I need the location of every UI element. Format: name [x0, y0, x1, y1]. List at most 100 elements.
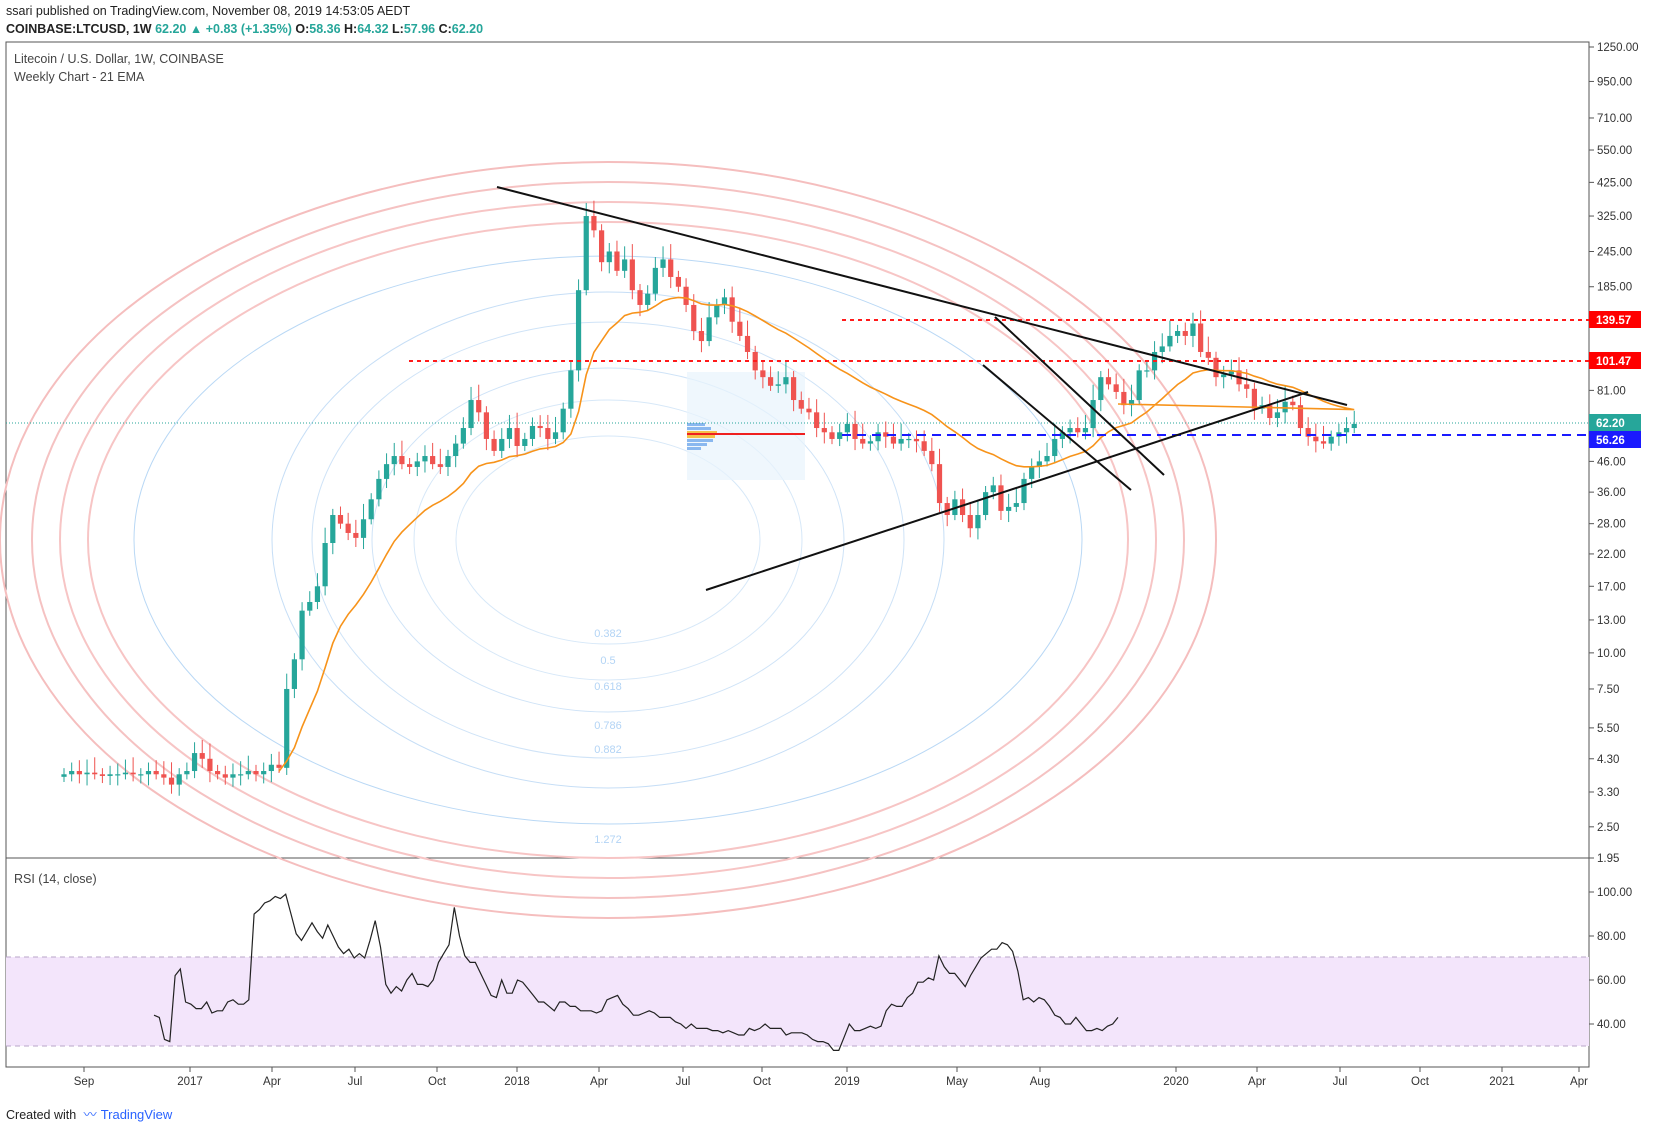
- candle-body: [122, 772, 129, 775]
- candle-body: [829, 432, 835, 439]
- candle-body: [1305, 428, 1311, 437]
- last-price: 62.20: [155, 22, 187, 36]
- candle-body: [430, 456, 436, 465]
- candle-body: [1320, 441, 1327, 444]
- tradingview-brand[interactable]: TradingView: [100, 1107, 173, 1122]
- price-tag-label: 101.47: [1596, 356, 1631, 368]
- candle-body: [1198, 323, 1204, 352]
- price-tick-label: 185.00: [1597, 282, 1632, 294]
- candle-body: [1052, 438, 1058, 457]
- candle-body: [345, 523, 351, 533]
- price-tick-label: 13.00: [1597, 615, 1626, 627]
- candle-body: [238, 774, 244, 776]
- candle-body: [199, 753, 205, 759]
- candle-body: [798, 400, 804, 409]
- chart-title: Litecoin / U.S. Dollar, 1W, COINBASE: [14, 52, 224, 66]
- price-tick-label: 245.00: [1597, 246, 1632, 258]
- tradingview-logo-icon[interactable]: 〰: [83, 1107, 97, 1122]
- candle-body: [691, 304, 697, 332]
- time-tick-label: Apr: [590, 1076, 608, 1088]
- candle-body: [92, 772, 98, 775]
- candle-body: [299, 610, 305, 660]
- candle-body: [1351, 423, 1357, 429]
- price-tick-label: 46.00: [1597, 456, 1626, 468]
- candle-body: [921, 441, 927, 451]
- candle-body: [307, 601, 313, 611]
- candle-body: [1136, 370, 1142, 401]
- candle-body: [737, 321, 743, 336]
- candle-body: [506, 428, 513, 439]
- candle-body: [1328, 436, 1334, 444]
- candle-body: [222, 774, 228, 778]
- candle-body: [552, 432, 559, 439]
- candle-body: [1313, 436, 1319, 442]
- candle-body: [476, 400, 482, 413]
- time-tick-label: Jul: [676, 1076, 691, 1088]
- candle-body: [261, 771, 267, 775]
- candle-body: [1267, 405, 1273, 418]
- candle-body: [1067, 428, 1073, 433]
- candle-body: [253, 771, 259, 775]
- candle-body: [729, 297, 735, 322]
- candle-body: [959, 499, 966, 516]
- candle-body: [998, 485, 1004, 511]
- rsi-title: RSI (14, close): [14, 872, 97, 886]
- candle-body: [468, 400, 474, 429]
- candle-body: [1090, 400, 1096, 429]
- candle-body: [1075, 428, 1081, 433]
- candle-body: [138, 774, 144, 776]
- time-tick-label: 2020: [1163, 1076, 1189, 1088]
- candle-body: [491, 438, 497, 451]
- fib-labels: 0.382 0.5 0.618 0.786 0.882 1.272: [594, 628, 622, 846]
- candle-body: [545, 428, 551, 439]
- candle-body: [1159, 346, 1165, 352]
- footer: Created with 〰 TradingView: [6, 1104, 172, 1123]
- candlesticks: [61, 200, 1357, 796]
- candle-body: [184, 771, 190, 775]
- price-tick-label: 4.30: [1597, 754, 1619, 766]
- candle-body: [422, 456, 428, 462]
- price-tick-label: 950.00: [1597, 76, 1632, 88]
- candle-body: [61, 774, 67, 777]
- candle-body: [230, 774, 236, 778]
- candle-body: [168, 777, 175, 785]
- open-value: 58.36: [309, 22, 341, 36]
- price-tag: [1589, 431, 1641, 448]
- candle-body: [1190, 323, 1196, 336]
- candle-body: [1205, 351, 1211, 358]
- open-label: O:: [295, 22, 310, 36]
- volume-profile-box: [687, 372, 805, 480]
- candle-body: [575, 290, 582, 371]
- candle-body: [176, 774, 182, 785]
- price-tag: [1589, 352, 1641, 369]
- price-tag: [1589, 414, 1641, 431]
- candle-body: [698, 331, 705, 342]
- price-tag-label: 62.20: [1596, 418, 1625, 430]
- candle-body: [783, 377, 789, 385]
- candle-body: [606, 251, 612, 263]
- price-tag: [1589, 311, 1641, 328]
- candle-body: [860, 438, 866, 444]
- candle-body: [1244, 384, 1250, 389]
- candle-body: [460, 428, 466, 444]
- candle-body: [84, 772, 90, 775]
- price-change: +0.83 (+1.35%): [205, 22, 292, 36]
- candle-body: [99, 774, 105, 776]
- candle-body: [383, 464, 390, 479]
- candle-body: [1167, 335, 1173, 347]
- price-tick-label: 710.00: [1597, 113, 1632, 125]
- candle-body: [360, 519, 367, 538]
- candle-body: [1213, 357, 1219, 378]
- price-tick-label: 325.00: [1597, 211, 1632, 223]
- time-tick-label: Oct: [1411, 1076, 1430, 1088]
- candle-body: [161, 774, 167, 778]
- close-value: 62.20: [451, 22, 484, 36]
- candle-body: [1013, 503, 1019, 507]
- candle-body: [1228, 370, 1234, 375]
- candle-body: [852, 423, 858, 439]
- candle-body: [944, 503, 950, 516]
- chart-frame: [5, 41, 1590, 1068]
- candle-body: [668, 259, 674, 277]
- candle-body: [1128, 400, 1135, 406]
